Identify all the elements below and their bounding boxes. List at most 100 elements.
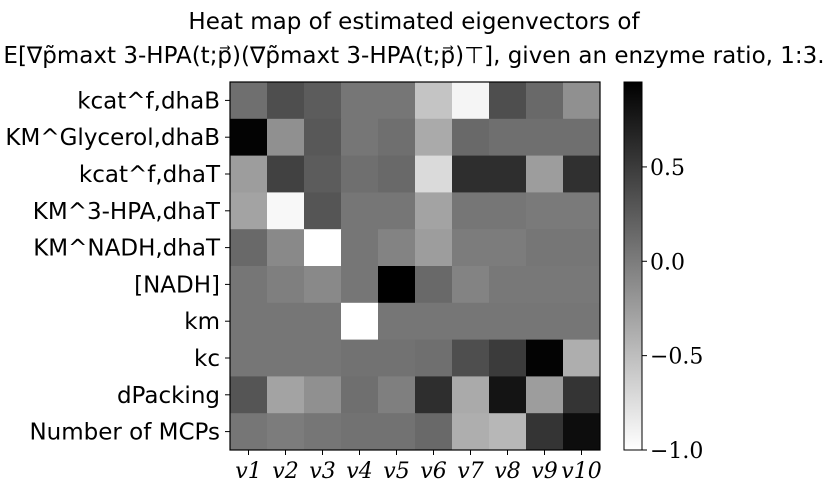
column-labels: v1 v2 v3 v4 v5 v6 v7 v8 v9 v10 — [235, 450, 602, 484]
heatmap-cell-r9-c3 — [304, 376, 342, 414]
heatmap-cell-r3-c7 — [452, 155, 490, 193]
heatmap-cell-r7-c3 — [304, 302, 342, 341]
heatmap-cell-r3-c3 — [304, 155, 342, 193]
heatmap-cell-r4-c6 — [415, 192, 453, 230]
heatmap-cell-r9-c8 — [489, 376, 527, 414]
heatmap-cell-r7-c10 — [563, 302, 601, 341]
heatmap-cell-r6-c2 — [267, 266, 305, 304]
heatmap-cell-r8-c7 — [452, 339, 490, 377]
heatmap-cell-r8-c5 — [378, 339, 416, 377]
col-label-10: v10 — [561, 459, 601, 484]
col-label-8: v8 — [494, 459, 520, 484]
heatmap-cell-r8-c1 — [230, 339, 268, 377]
row-label-8: kc — [194, 346, 220, 372]
heatmap-cell-r4-c8 — [489, 192, 527, 230]
heatmap-cell-r7-c8 — [489, 302, 527, 341]
heatmap-cell-r4-c5 — [378, 192, 416, 230]
heatmap-cell-r2-c6 — [415, 118, 453, 157]
heatmap-cell-r3-c4 — [341, 155, 379, 193]
col-label-6: v6 — [420, 459, 446, 484]
heatmap-cell-r4-c2 — [267, 192, 305, 230]
row-label-5: KM^NADH,dhaT — [33, 236, 221, 262]
heatmap-cell-r6-c1 — [230, 266, 268, 304]
heatmap-cell-r2-c4 — [341, 118, 379, 157]
heatmap-cell-r3-c5 — [378, 155, 416, 193]
heatmap-cell-r7-c7 — [452, 302, 490, 341]
heatmap-cell-r5-c4 — [341, 229, 379, 267]
col-label-3: v3 — [309, 459, 335, 484]
col-label-7: v7 — [457, 459, 483, 484]
title-line-1: Heat map of estimated eigenvectors of — [188, 9, 640, 35]
heatmap-cell-r6-c8 — [489, 266, 527, 304]
heatmap-cell-r8-c2 — [267, 339, 305, 377]
heatmap-cell-r10-c6 — [415, 413, 453, 451]
row-label-3: kcat^f,dhaT — [79, 162, 221, 188]
title-line-2: E[∇p̃maxt 3-HPA(t;p⃗)(∇p̃maxt 3-HPA(t;p⃗… — [3, 43, 824, 69]
heatmap-cell-r10-c1 — [230, 413, 268, 451]
row-label-6: [NADH] — [134, 272, 220, 298]
heatmap-cell-r9-c1 — [230, 376, 268, 414]
heatmap-cell-r2-c9 — [526, 118, 564, 157]
heatmap-cell-r5-c6 — [415, 229, 453, 267]
row-label-4: KM^3-HPA,dhaT — [33, 199, 221, 225]
heatmap-cell-r1-c4 — [341, 82, 379, 120]
heatmap-cell-r10-c2 — [267, 413, 305, 451]
heatmap-cell-r6-c9 — [526, 266, 564, 304]
heatmap-cell-r2-c3 — [304, 118, 342, 157]
heatmap-cell-r2-c8 — [489, 118, 527, 157]
heatmap-cell-r1-c10 — [563, 82, 601, 120]
heatmap-cell-r1-c5 — [378, 82, 416, 120]
heatmap-cell-r10-c5 — [378, 413, 416, 451]
heatmap-cell-r7-c9 — [526, 302, 564, 341]
heatmap-cell-r10-c4 — [341, 413, 379, 451]
heatmap-cell-r8-c9 — [526, 339, 564, 377]
heatmap-cell-r3-c1 — [230, 155, 268, 193]
col-label-5: v5 — [383, 459, 409, 484]
heatmap-cell-r10-c7 — [452, 413, 490, 451]
heatmap-cell-r2-c5 — [378, 118, 416, 157]
heatmap-cell-r1-c6 — [415, 82, 453, 120]
col-label-2: v2 — [272, 459, 298, 484]
row-label-10: Number of MCPs — [29, 420, 220, 446]
heatmap-cell-r4-c10 — [563, 192, 601, 230]
colorbar-tick-label: 0.5 — [650, 156, 685, 181]
heatmap-cell-r5-c7 — [452, 229, 490, 267]
heatmap-cell-r7-c2 — [267, 302, 305, 341]
heatmap-cell-r6-c4 — [341, 266, 379, 304]
col-label-4: v4 — [346, 459, 372, 484]
heatmap-cell-r4-c7 — [452, 192, 490, 230]
heatmap-cell-r3-c8 — [489, 155, 527, 193]
heatmap-cell-r1-c8 — [489, 82, 527, 120]
heatmap-frame — [229, 81, 601, 451]
heatmap-cell-r4-c3 — [304, 192, 342, 230]
heatmap-cell-r1-c1 — [230, 82, 268, 120]
chart-title: Heat map of estimated eigenvectors of E[… — [3, 9, 824, 69]
heatmap-cell-r5-c3 — [304, 229, 342, 267]
col-label-1: v1 — [235, 459, 261, 484]
heatmap-cell-r3-c6 — [415, 155, 453, 193]
heatmap-cell-r5-c1 — [230, 229, 268, 267]
heatmap-cell-r10-c3 — [304, 413, 342, 451]
heatmap-cell-r8-c10 — [563, 339, 601, 377]
heatmap-cell-r7-c5 — [378, 302, 416, 341]
heatmap-cell-r7-c1 — [230, 302, 268, 341]
row-label-7: km — [184, 309, 220, 335]
row-label-9: dPacking — [117, 383, 220, 409]
heatmap-cells — [230, 82, 601, 451]
heatmap-cell-r9-c9 — [526, 376, 564, 414]
heatmap-cell-r8-c6 — [415, 339, 453, 377]
heatmap-cell-r3-c9 — [526, 155, 564, 193]
colorbar-tick-label: −0.5 — [650, 345, 703, 370]
heatmap-cell-r3-c2 — [267, 155, 305, 193]
heatmap-cell-r6-c6 — [415, 266, 453, 304]
row-label-2: KM^Glycerol,dhaB — [5, 125, 220, 151]
heatmap-cell-r4-c1 — [230, 192, 268, 230]
heatmap-cell-r9-c7 — [452, 376, 490, 414]
heatmap-cell-r2-c1 — [230, 118, 268, 157]
col-label-9: v9 — [531, 459, 557, 484]
row-labels: kcat^f,dhaB KM^Glycerol,dhaB kcat^f,dhaT KM… — [5, 88, 230, 446]
heatmap-cell-r1-c7 — [452, 82, 490, 120]
heatmap-cell-r4-c4 — [341, 192, 379, 230]
row-label-1: kcat^f,dhaB — [77, 88, 220, 114]
